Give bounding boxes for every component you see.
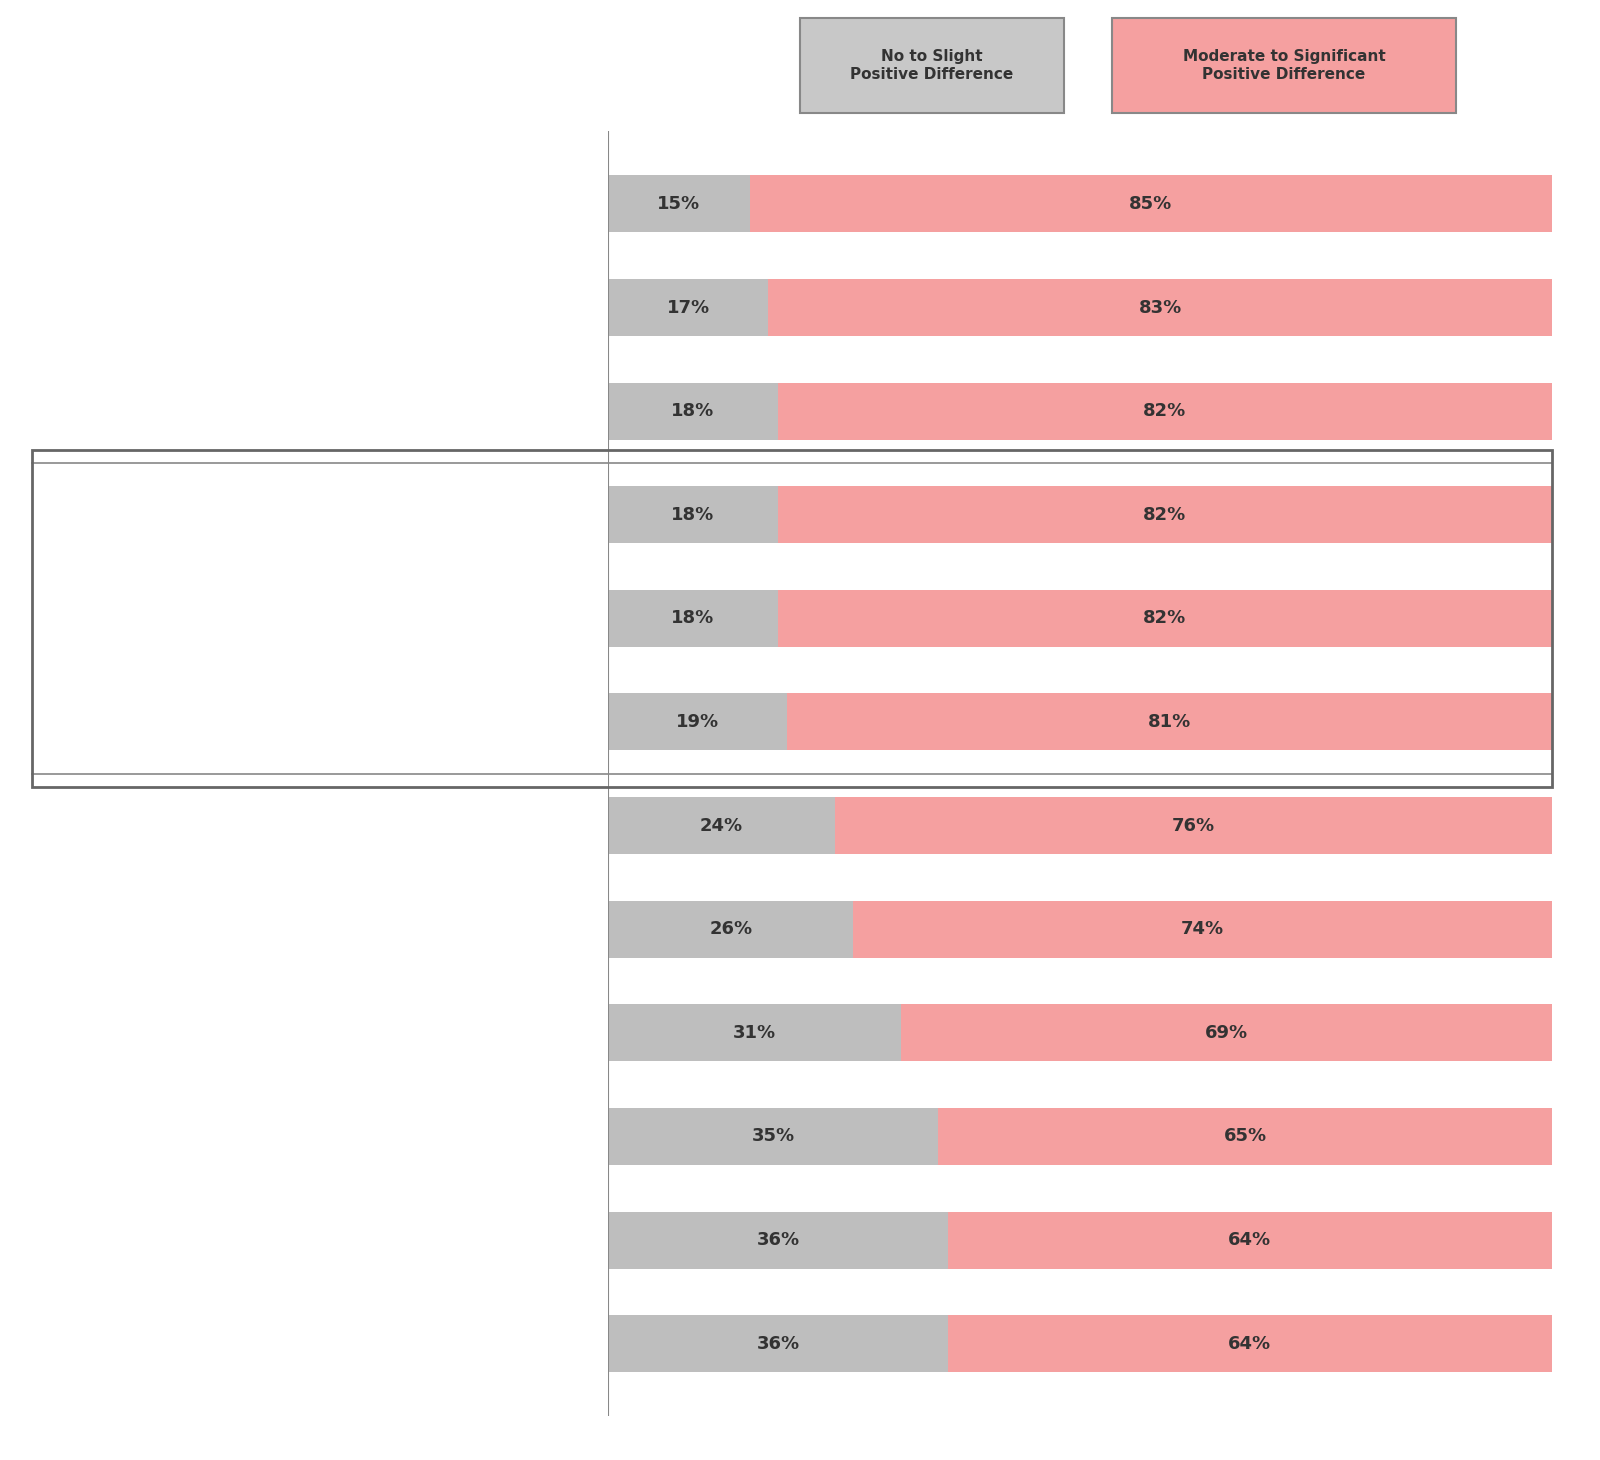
Bar (608, 694, 787, 750)
Text: 64%: 64% (1229, 1334, 1272, 1352)
Text: 18%: 18% (672, 505, 715, 524)
Text: 69%: 69% (1205, 1023, 1248, 1042)
Text: 76%: 76% (1171, 816, 1214, 835)
Bar (608, 1212, 947, 1269)
Text: 17%: 17% (667, 298, 710, 317)
Text: 82%: 82% (1144, 505, 1187, 524)
Bar (768, 279, 1552, 336)
Bar (778, 383, 1552, 439)
Bar (608, 901, 853, 958)
Text: 15%: 15% (658, 196, 701, 213)
Text: 64%: 64% (1229, 1231, 1272, 1250)
Text: 82%: 82% (1144, 609, 1187, 628)
Bar (608, 797, 835, 854)
Bar (947, 1315, 1552, 1372)
Text: 31%: 31% (733, 1023, 776, 1042)
Text: 35%: 35% (752, 1127, 795, 1146)
Text: 36%: 36% (757, 1231, 800, 1250)
Text: 26%: 26% (709, 920, 752, 939)
Bar (778, 486, 1552, 543)
Text: 18%: 18% (672, 609, 715, 628)
Text: 18%: 18% (672, 402, 715, 420)
Text: 83%: 83% (1139, 298, 1182, 317)
Text: 36%: 36% (757, 1334, 800, 1352)
Text: 74%: 74% (1181, 920, 1224, 939)
Text: 65%: 65% (1224, 1127, 1267, 1146)
Text: 24%: 24% (699, 816, 742, 835)
Bar (749, 175, 1552, 232)
Text: 82%: 82% (1144, 402, 1187, 420)
Bar (608, 175, 749, 232)
Bar (778, 590, 1552, 647)
Text: 85%: 85% (1130, 196, 1173, 213)
Bar (608, 1315, 947, 1372)
Bar (947, 1212, 1552, 1269)
Bar (853, 901, 1552, 958)
Bar (608, 383, 778, 439)
Text: 81%: 81% (1149, 712, 1192, 731)
Text: Moderate to Significant
Positive Difference: Moderate to Significant Positive Differe… (1182, 50, 1386, 82)
Bar (608, 590, 778, 647)
Bar (938, 1108, 1552, 1165)
Text: 19%: 19% (677, 712, 720, 731)
Bar (608, 279, 768, 336)
Bar (608, 1108, 938, 1165)
Bar (787, 694, 1552, 750)
Bar (901, 1004, 1552, 1061)
Text: No to Slight
Positive Difference: No to Slight Positive Difference (850, 50, 1014, 82)
Bar (608, 486, 778, 543)
Bar (608, 1004, 901, 1061)
Bar (835, 797, 1552, 854)
